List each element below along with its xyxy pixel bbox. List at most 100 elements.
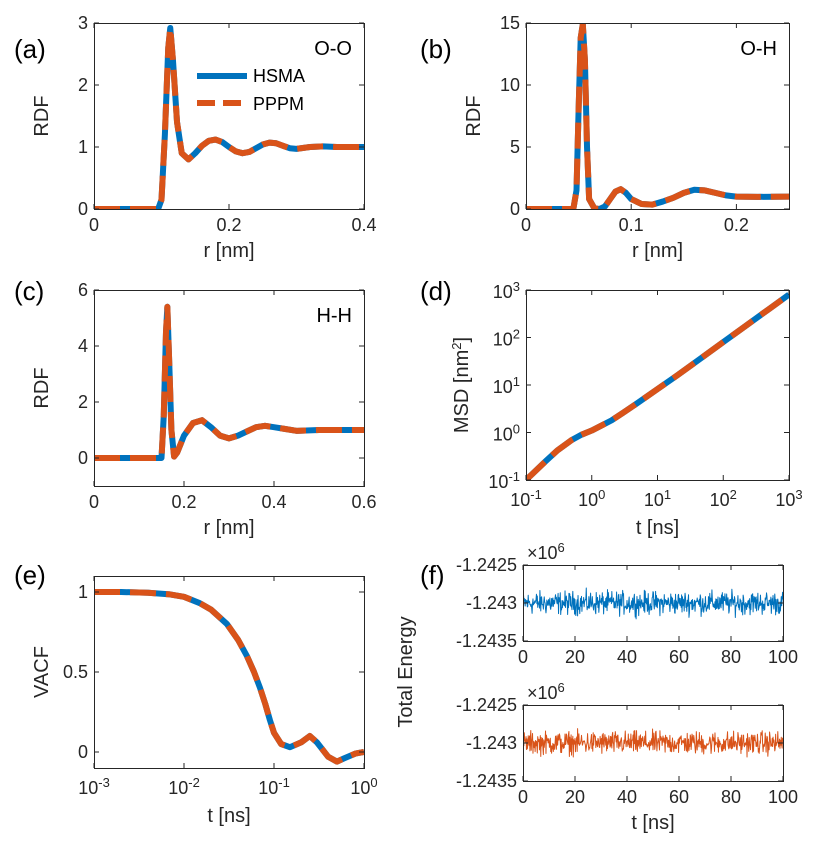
panel-tag: (c) bbox=[14, 276, 44, 306]
x-tick-label: 10-1 bbox=[258, 775, 290, 799]
x-tick-label: 103 bbox=[775, 487, 802, 511]
x-axis-title: r [nm] bbox=[203, 240, 254, 262]
x-tick-label: 60 bbox=[669, 787, 689, 807]
x-tick-label: 0.1 bbox=[619, 215, 644, 235]
y-tick-label: 0.5 bbox=[63, 662, 88, 682]
panel-f2: 0 20 40 60 80 100 -1.2425 -1.243 -1.2435 t [ns] ×1… bbox=[456, 680, 798, 835]
series-line-pppm bbox=[526, 292, 789, 480]
x-axis-title: r [nm] bbox=[203, 517, 254, 539]
x-tick-label: 40 bbox=[617, 647, 637, 667]
x-tick-label: 80 bbox=[721, 787, 741, 807]
x-tick-label: 0.6 bbox=[351, 492, 376, 512]
x-tick-label: 102 bbox=[710, 487, 737, 511]
y-tick-label: 0 bbox=[78, 742, 88, 762]
x-axis-title: t [ns] bbox=[207, 805, 250, 827]
x-axis-title: t [ns] bbox=[636, 517, 679, 539]
x-tick-label: 100 bbox=[350, 775, 377, 799]
x-tick-label: 0.2 bbox=[171, 492, 196, 512]
y-tick-label: 1 bbox=[78, 582, 88, 602]
y-axis-title: Total Energy bbox=[395, 616, 417, 727]
panel-annotation: H-H bbox=[316, 305, 352, 327]
x-tick-label: 10-1 bbox=[510, 487, 542, 511]
y-tick-label: 10 bbox=[500, 75, 520, 95]
y-tick-label: 5 bbox=[510, 137, 520, 157]
panel-tag: (f) bbox=[420, 560, 445, 590]
x-tick-label: 100 bbox=[578, 487, 605, 511]
legend: HSMA PPPM bbox=[197, 66, 305, 114]
y-tick-label: 102 bbox=[493, 326, 520, 350]
panel-annotation: O-H bbox=[740, 38, 777, 60]
y-tick-label: 103 bbox=[493, 279, 520, 303]
x-tick-label: 0 bbox=[521, 215, 531, 235]
y-tick-label: 100 bbox=[493, 421, 520, 445]
y-axis-title: RDF bbox=[463, 95, 485, 136]
panel-tag: (d) bbox=[420, 276, 452, 306]
series-group bbox=[526, 292, 789, 480]
x-tick-label: 0 bbox=[518, 787, 528, 807]
series-line-hsma bbox=[94, 589, 364, 765]
series-line-pppm bbox=[523, 728, 783, 758]
series-line-pppm bbox=[94, 589, 364, 765]
x-tick-label: 0 bbox=[89, 215, 99, 235]
panel-tag: (a) bbox=[14, 34, 46, 64]
y-tick-label: -1.2425 bbox=[456, 695, 517, 715]
x-tick-label: 0 bbox=[89, 492, 99, 512]
series-group bbox=[526, 23, 789, 209]
x-tick-label: 40 bbox=[617, 787, 637, 807]
y-tick-label: -1.2435 bbox=[456, 771, 517, 791]
panel-d: 10-1 100 101 102 103 10-1 100 101 102 103 t [ns] MS… bbox=[420, 276, 803, 539]
series-line-pppm bbox=[526, 23, 789, 209]
panel-tag: (b) bbox=[420, 34, 452, 64]
y-tick-label: 4 bbox=[78, 336, 88, 356]
x-axis-title: r [nm] bbox=[632, 240, 683, 262]
panel-e: 10-3 10-2 10-1 100 0 0.5 1 t [ns] VACF (e) bbox=[14, 560, 378, 827]
x-tick-label: 100 bbox=[768, 787, 798, 807]
panel-c: 0 0.2 0.4 0.6 0 2 4 6 r [nm] RDF (c) H-H bbox=[14, 276, 377, 539]
series-group bbox=[94, 303, 364, 461]
x-axis-title: t [ns] bbox=[631, 812, 674, 834]
y-tick-label: 10-1 bbox=[488, 469, 520, 493]
y-tick-label: -1.2435 bbox=[456, 631, 517, 651]
series-group bbox=[94, 589, 364, 765]
y-axis-title: RDF bbox=[31, 95, 53, 136]
y-tick-label: 2 bbox=[78, 75, 88, 95]
x-tick-label: 0 bbox=[518, 647, 528, 667]
series-group bbox=[523, 728, 783, 758]
y-tick-label: -1.243 bbox=[466, 593, 517, 613]
y-tick-label: 101 bbox=[493, 374, 520, 398]
x-tick-label: 20 bbox=[565, 647, 585, 667]
axes-frame bbox=[94, 290, 365, 487]
x-tick-label: 101 bbox=[644, 487, 671, 511]
y-axis-title: VACF bbox=[31, 646, 53, 698]
legend-label-hsma: HSMA bbox=[253, 66, 305, 86]
x-tick-label: 20 bbox=[565, 787, 585, 807]
panel-a: 0 0.2 0.4 0 1 2 3 r [nm] RDF (a) O-O HSMA PPPM bbox=[14, 13, 377, 262]
x-tick-label: 10-3 bbox=[78, 775, 110, 799]
y-tick-label: 15 bbox=[500, 13, 520, 33]
y-tick-label: 3 bbox=[78, 13, 88, 33]
panel-f1: 0 20 40 60 80 100 -1.2425 -1.243 -1.2435 Total En… bbox=[395, 540, 798, 728]
x-tick-label: 0.4 bbox=[261, 492, 286, 512]
x-tick-label: 80 bbox=[721, 647, 741, 667]
series-line-pppm bbox=[94, 303, 364, 461]
legend-label-pppm: PPPM bbox=[253, 94, 304, 114]
axes-frame bbox=[526, 23, 790, 210]
y-axis-title: MSD [nm2] bbox=[449, 337, 474, 433]
axis-exponent-label: ×106 bbox=[527, 540, 565, 564]
series-line-hsma bbox=[94, 24, 364, 209]
y-tick-label: -1.243 bbox=[466, 733, 517, 753]
y-tick-label: 0 bbox=[510, 199, 520, 219]
panel-b: 0 0.1 0.2 0 5 10 15 r [nm] RDF (b) O-H bbox=[420, 13, 790, 262]
x-tick-label: 0.4 bbox=[351, 215, 376, 235]
series-group bbox=[94, 24, 364, 209]
y-tick-label: 0 bbox=[78, 448, 88, 468]
panel-tag: (e) bbox=[14, 560, 46, 590]
x-tick-label: 0.2 bbox=[216, 215, 241, 235]
y-tick-label: -1.2425 bbox=[456, 555, 517, 575]
x-tick-label: 0.2 bbox=[724, 215, 749, 235]
y-axis-title: RDF bbox=[31, 367, 53, 408]
y-tick-label: 2 bbox=[78, 392, 88, 412]
panel-annotation: O-O bbox=[314, 38, 352, 60]
y-tick-label: 6 bbox=[78, 280, 88, 300]
